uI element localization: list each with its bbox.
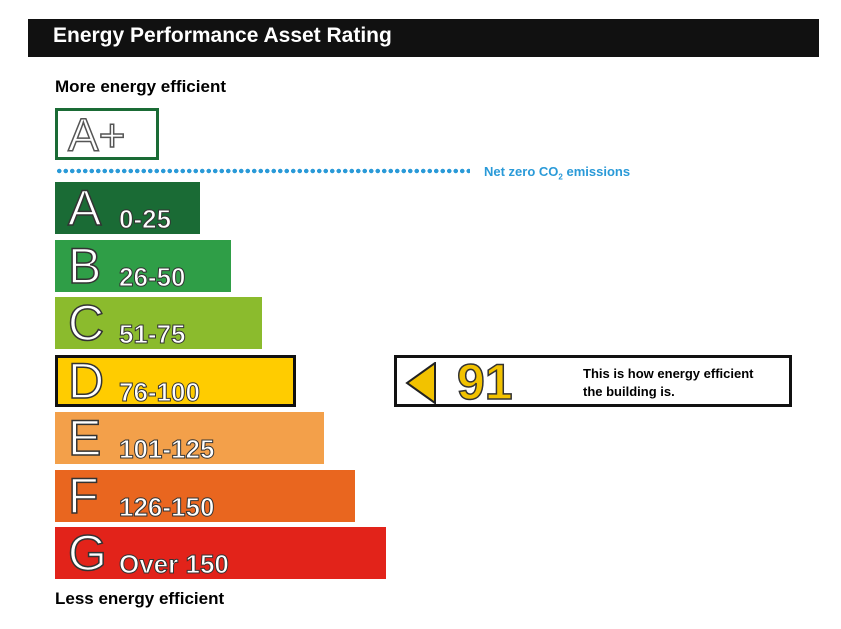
current-rating-caption: This is how energy efficient the buildin… (583, 365, 783, 401)
band-f: F 126-150 (55, 470, 355, 522)
pointer-arrow-icon (405, 362, 436, 404)
net-zero-text-prefix: Net zero CO (484, 164, 559, 179)
band-letter: E (67, 410, 102, 466)
band-letter: F (67, 468, 99, 524)
aplus-band-label: A+ (67, 109, 126, 161)
band-range: 26-50 (119, 262, 186, 292)
header-bar: Energy Performance Asset Rating (28, 19, 819, 57)
current-rating-box: 91 This is how energy efficient the buil… (394, 354, 792, 410)
net-zero-label: Net zero CO2 emissions (484, 164, 630, 182)
band-letter: C (67, 295, 105, 351)
net-zero-subscript: 2 (558, 172, 563, 182)
band-letter: G (67, 525, 107, 581)
band-letter: A (67, 180, 102, 236)
band-d: D 76-100 (55, 355, 296, 407)
band-range: 101-125 (118, 434, 215, 464)
band-letter: B (67, 238, 102, 294)
band-range: 76-100 (119, 377, 201, 407)
aplus-band: A+ (55, 108, 159, 160)
band-a: A 0-25 (55, 182, 200, 234)
band-c: C 51-75 (55, 297, 262, 349)
band-letter: D (67, 353, 105, 409)
band-e: E 101-125 (55, 412, 324, 464)
current-rating-value: 91 (456, 354, 513, 410)
more-efficient-label: More energy efficient (55, 77, 226, 96)
band-g: G Over 150 (55, 527, 386, 579)
less-efficient-label: Less energy efficient (55, 589, 225, 608)
net-zero-dotted-line (56, 168, 470, 174)
net-zero-text-suffix: emissions (562, 164, 631, 179)
band-b: B 26-50 (55, 240, 231, 292)
band-range: 51-75 (119, 319, 186, 349)
current-rating-caption-line2: the building is. (583, 384, 675, 399)
page-title: Energy Performance Asset Rating (53, 24, 392, 47)
current-rating-caption-line1: This is how energy efficient (583, 366, 754, 381)
band-range: 126-150 (118, 492, 215, 522)
band-range: Over 150 (119, 549, 230, 579)
band-range: 0-25 (118, 204, 172, 234)
